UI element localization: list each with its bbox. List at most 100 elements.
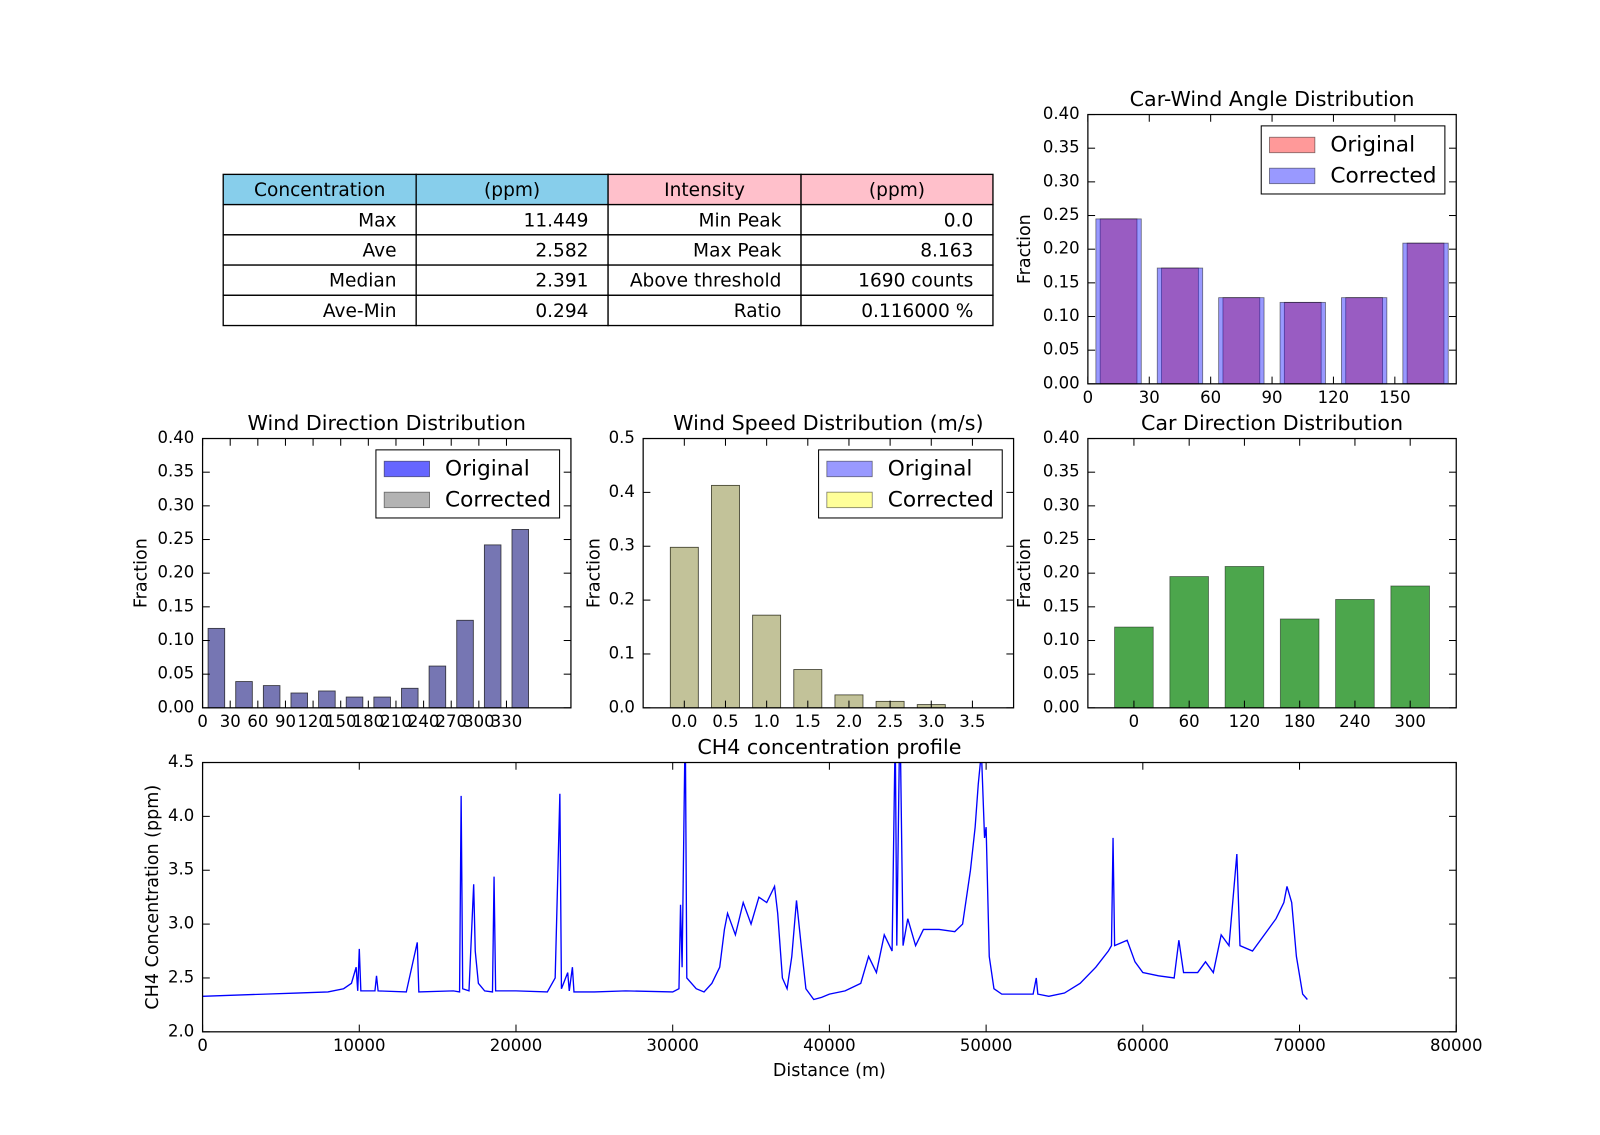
bar [752,614,782,709]
y-tick-label: 0.00 [1043,373,1080,392]
bar [1390,585,1430,709]
bar [1279,618,1320,709]
bar [711,484,740,709]
table-cell [415,294,609,327]
table-text: 1690 counts [858,271,973,292]
bar [428,665,447,709]
x-tick-label: 50000 [960,1036,1013,1055]
x-tick-label: 0 [1129,712,1140,731]
legend-label: Corrected [1330,163,1436,188]
x-tick-label: 1.0 [754,712,780,731]
y-tick-label: 0.5 [609,428,635,447]
y-tick-label: 3.0 [168,914,194,933]
table-text: 11.449 [524,210,589,231]
bar [345,696,364,709]
table-cell [415,264,609,296]
bar [401,687,419,709]
table-cell [800,173,994,206]
y-tick-label: 0.40 [1043,104,1080,123]
table-cell [800,234,994,266]
bar [235,681,253,709]
y-tick-label: 2.0 [168,1021,194,1040]
x-tick-label: 30 [220,712,241,731]
table-header: (ppm) [869,180,925,201]
table-text: Ave-Min [323,301,397,322]
bar [511,529,529,709]
y-tick-label: 0.05 [158,664,195,683]
x-tick-label: 150 [1379,388,1411,407]
y-axis-label: Fraction [1015,214,1035,284]
x-axis-label: Distance (m) [773,1061,886,1081]
chart-title: Wind Direction Distribution [248,411,526,435]
legend-swatch [383,491,430,509]
table-text: Above threshold [630,271,782,292]
legend-label: Corrected [888,487,994,512]
y-tick-label: 0.30 [1043,495,1080,514]
y-tick-label: 0.0 [609,697,635,716]
bar [1222,297,1261,385]
y-tick-label: 0.25 [158,529,195,548]
legend-swatch [383,460,430,478]
y-tick-label: 0.40 [1043,428,1080,447]
x-tick-label: 240 [408,712,440,731]
x-tick-label: 120 [297,712,328,731]
y-tick-label: 3.5 [168,860,194,879]
table-text: 8.163 [920,240,973,261]
table-text: Ratio [734,301,782,322]
legend-swatch [1269,167,1316,185]
x-tick-label: 60000 [1117,1036,1170,1055]
x-tick-label: 90 [275,712,296,731]
x-tick-label: 70000 [1273,1036,1326,1055]
x-tick-label: 300 [1394,712,1426,731]
x-tick-label: 60 [1179,712,1200,731]
y-tick-label: 0.3 [609,536,635,555]
y-tick-label: 0.15 [158,596,195,615]
x-tick-label: 1.5 [795,712,821,731]
y-tick-label: 0.05 [1043,340,1080,359]
bar [711,484,740,709]
bar [1161,267,1199,385]
x-tick-label: 180 [1284,712,1316,731]
x-tick-label: 120 [1229,712,1261,731]
y-tick-label: 0.15 [1043,272,1080,291]
bar [290,692,308,709]
bar [1156,267,1204,385]
legend-label: Corrected [445,487,551,512]
bar [318,690,336,709]
bar [1224,566,1265,709]
y-tick-label: 0.1 [609,643,635,662]
table-header: (ppm) [484,180,540,201]
y-tick-label: 2.5 [168,967,194,986]
bar [1169,576,1209,709]
y-tick-label: 0.2 [609,590,635,609]
table-cell [415,234,609,266]
x-tick-label: 0 [1083,388,1094,407]
y-tick-label: 0.35 [1043,138,1080,157]
x-tick-label: 3.0 [918,712,944,731]
table-text: Ave [363,240,397,261]
bar [262,685,281,709]
chart-title: Car-Wind Angle Distribution [1130,87,1415,111]
y-axis-label: CH4 Concentration (ppm) [143,785,163,1010]
legend-label: Original [888,456,973,481]
y-tick-label: 0.4 [609,482,635,501]
x-tick-label: 0.5 [712,712,738,731]
table-cell [222,173,417,206]
y-tick-label: 0.35 [1043,462,1080,481]
x-tick-label: 0 [197,712,208,731]
bar [207,627,226,709]
table-text: 2.391 [535,271,588,292]
line-series [202,762,1308,1001]
y-tick-label: 0.05 [1043,664,1080,683]
legend-label: Original [1330,132,1415,157]
y-tick-label: 0.10 [1043,306,1080,325]
x-tick-label: 80000 [1430,1036,1483,1055]
x-tick-label: 0 [197,1036,208,1055]
bar [1114,626,1154,709]
x-tick-label: 60 [247,712,268,731]
x-tick-label: 2.0 [836,712,862,731]
y-axis-label: Fraction [1015,538,1035,608]
table-cell [800,294,994,327]
bar [483,544,502,709]
